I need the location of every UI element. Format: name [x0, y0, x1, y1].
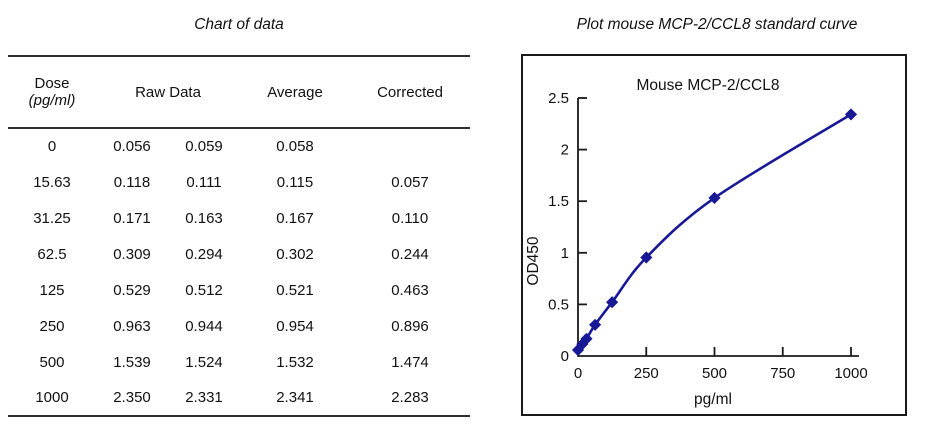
dose-column-header: Dose (pg/ml) — [8, 56, 96, 128]
x-tick-label: 750 — [770, 365, 795, 382]
raw1-value: 0.171 — [113, 209, 151, 227]
raw2-value: 0.294 — [185, 245, 223, 263]
raw1-value: 0.963 — [113, 317, 151, 335]
y-tick-label: 1.5 — [548, 193, 569, 210]
raw2-value: 0.059 — [185, 138, 223, 155]
table-row: 15.63 0.118 0.111 0.115 0.057 — [8, 164, 470, 200]
raw2-value: 0.944 — [185, 317, 223, 335]
corrected-value: 1.474 — [391, 353, 429, 371]
raw2-value: 0.111 — [186, 173, 222, 191]
corrected-value — [350, 128, 470, 164]
dose-value: 1000 — [35, 389, 69, 406]
y-tick-label: 2 — [561, 142, 569, 159]
raw2-value: 2.331 — [185, 389, 223, 406]
data-point-marker — [844, 108, 858, 121]
corrected-value: 0.057 — [391, 173, 429, 191]
corrected-value: 0.244 — [391, 245, 429, 263]
y-tick-label: 2.5 — [548, 90, 569, 107]
raw-data-column-header: Raw Data — [135, 83, 201, 101]
raw1-value: 0.118 — [113, 173, 151, 191]
standard-curve-chart: Mouse MCP-2/CCL8 0 0.5 1 1.5 2 2.5 0 250 500 750 10… — [521, 54, 907, 416]
data-table-panel: Chart of data Dose (pg/ml) Raw Data Aver… — [8, 0, 470, 431]
y-tick-label: 0.5 — [548, 296, 569, 313]
y-tick-label: 0 — [561, 348, 569, 365]
corrected-value: 2.283 — [391, 389, 429, 406]
table-row: 1000 2.350 2.331 2.341 2.283 — [8, 380, 470, 416]
dose-value: 125 — [39, 281, 65, 299]
dose-header-label: Dose — [34, 75, 70, 92]
average-value: 0.167 — [276, 209, 314, 227]
raw2-value: 0.163 — [185, 209, 223, 227]
table-row: 500 1.539 1.524 1.532 1.474 — [8, 344, 470, 380]
corrected-value: 0.463 — [391, 281, 429, 299]
raw1-value: 1.539 — [113, 353, 151, 371]
raw1-value: 0.529 — [113, 281, 151, 299]
dose-value: 250 — [39, 317, 65, 335]
x-axis-label: pg/ml — [694, 391, 732, 408]
dose-value: 500 — [39, 353, 65, 371]
x-tick-label: 0 — [574, 365, 582, 382]
corrected-column-header: Corrected — [377, 83, 443, 101]
table-row: 31.25 0.171 0.163 0.167 0.110 — [8, 200, 470, 236]
raw2-value: 0.512 — [185, 281, 223, 299]
dose-value: 0 — [47, 138, 57, 155]
curve-line — [576, 113, 853, 352]
average-column-header: Average — [267, 83, 323, 101]
y-tick-label: 1 — [561, 245, 569, 262]
table-row: 0 0.056 0.059 0.058 — [8, 128, 470, 164]
table-title: Chart of data — [194, 16, 284, 33]
raw1-value: 0.056 — [113, 138, 151, 155]
x-tick-label: 250 — [634, 365, 659, 382]
x-tick-label: 1000 — [834, 365, 867, 382]
standard-curve-svg: Mouse MCP-2/CCL8 0 0.5 1 1.5 2 2.5 0 250 500 750 10… — [525, 77, 868, 408]
table-row: 62.5 0.309 0.294 0.302 0.244 — [8, 236, 470, 272]
raw1-value: 2.350 — [113, 389, 151, 406]
y-axis-label: OD450 — [525, 236, 542, 285]
table-row: 250 0.963 0.944 0.954 0.896 — [8, 308, 470, 344]
plot-title: Plot mouse MCP-2/CCL8 standard curve — [576, 16, 858, 33]
average-value: 0.058 — [276, 138, 314, 155]
table-row: 125 0.529 0.512 0.521 0.463 — [8, 272, 470, 308]
average-value: 1.532 — [276, 353, 314, 371]
x-tick-label: 500 — [702, 365, 727, 382]
average-value: 0.115 — [276, 173, 314, 191]
axis-lines — [577, 98, 859, 357]
dose-value: 31.25 — [33, 209, 71, 227]
average-value: 2.341 — [276, 389, 314, 406]
table-header-row: Dose (pg/ml) Raw Data Average Corrected — [8, 56, 470, 128]
raw1-value: 0.309 — [113, 245, 151, 263]
average-value: 0.954 — [276, 317, 314, 335]
dose-value: 62.5 — [37, 245, 67, 263]
dose-unit-label: (pg/ml) — [28, 92, 76, 109]
average-value: 0.302 — [276, 245, 314, 263]
corrected-value: 0.110 — [391, 209, 429, 227]
corrected-value: 0.896 — [391, 317, 429, 335]
average-value: 0.521 — [276, 281, 314, 299]
chart-title: Mouse MCP-2/CCL8 — [637, 77, 780, 94]
raw2-value: 1.524 — [185, 353, 223, 371]
standard-curve-data-table: Dose (pg/ml) Raw Data Average Corrected … — [8, 55, 470, 417]
dose-value: 15.63 — [33, 173, 71, 191]
